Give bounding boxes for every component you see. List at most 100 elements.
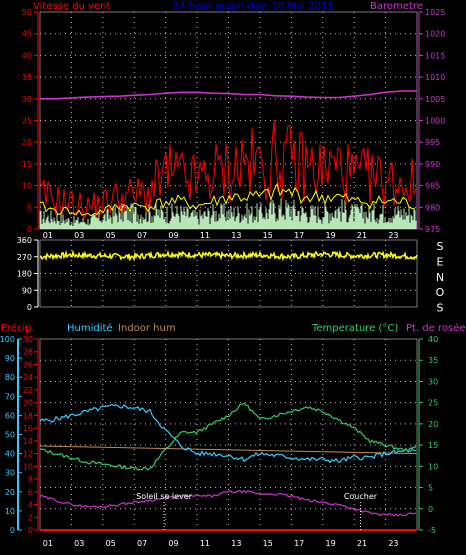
wind-tick-label: 20 <box>22 138 32 147</box>
x-tick-label: 13 <box>231 231 241 240</box>
humidity-series <box>39 403 417 464</box>
compass-label: O <box>436 286 445 299</box>
temperature-axis: -5 0 5 10 15 20 25 30 35 40 <box>418 335 438 535</box>
wind-tick-label: 50 <box>22 8 32 17</box>
wind-axis-title: Vitesse du vent <box>33 1 110 12</box>
precip-tick-label: 22 <box>23 386 33 395</box>
avg-wind-series <box>39 182 416 217</box>
wind-tick-label: 45 <box>22 30 32 39</box>
humidity-tick-label: 40 <box>5 450 15 459</box>
precip-axis-title: Précip. <box>1 322 35 334</box>
humidity-tick-label: 10 <box>5 507 15 516</box>
wind-tick-label: 5 <box>27 203 32 212</box>
annotation-label: Soleil se lever <box>136 492 193 501</box>
temperature-tick-label: 10 <box>428 462 438 471</box>
x-axis: 01 03 05 07 09 11 13 15 17 19 21 23 <box>43 231 399 240</box>
chart-title: 24 hour graph day: 10 Mai 2011 <box>173 1 334 12</box>
temperature-tick-label: 25 <box>428 399 438 408</box>
x-tick-label: 15 <box>263 231 273 240</box>
x-tick-label: 05 <box>106 231 116 240</box>
precip-tick-label: 4 <box>28 501 33 510</box>
humidity-tick-label: 100 <box>0 335 15 344</box>
wind-tick-label: 40 <box>22 51 32 60</box>
x-tick-label: 15 <box>263 539 273 548</box>
precip-tick-label: 14 <box>23 437 33 446</box>
humidity-tick-label: 20 <box>5 488 15 497</box>
barometer-tick-label: 1000 <box>425 117 445 126</box>
precip-tick-label: 16 <box>23 424 33 433</box>
temperature-tick-label: 30 <box>428 377 438 386</box>
humidity-tick-label: 80 <box>5 373 15 382</box>
compass-label: S <box>437 302 444 315</box>
humidity-tick-label: 90 <box>5 354 15 363</box>
temperature-tick-label: -5 <box>428 526 436 535</box>
precip-tick-label: 26 <box>23 360 33 369</box>
humidity-tick-label: 70 <box>5 392 15 401</box>
barometer-tick-label: 975 <box>425 225 440 234</box>
indoor-hum-legend: Indoor hum <box>118 323 176 334</box>
temperature-tick-label: 20 <box>428 420 438 429</box>
wind-tick-label: 15 <box>22 160 32 169</box>
wind-tick-label: 30 <box>22 95 32 104</box>
x-tick-label: 01 <box>43 231 53 240</box>
series-layer <box>39 402 418 531</box>
temperature-tick-label: 5 <box>428 484 433 493</box>
barometer-tick-label: 1005 <box>425 95 445 104</box>
barometer-axis: 975 980 985 990 995 1000 1005 1010 1015 1020 1025 <box>418 8 445 234</box>
x-tick-label: 19 <box>326 231 336 240</box>
humidity-tick-label: 60 <box>5 411 15 420</box>
direction-axis: 0 90 180 270 360 <box>17 236 39 312</box>
barometer-tick-label: 995 <box>425 138 440 147</box>
direction-tick-label: 0 <box>27 303 32 312</box>
precip-tick-label: 18 <box>23 411 33 420</box>
compass-label: N <box>436 271 444 284</box>
precip-tick-label: 2 <box>28 513 33 522</box>
x-tick-label: 05 <box>106 539 116 548</box>
temperature-tick-label: 0 <box>428 505 433 514</box>
barometer-tick-label: 1015 <box>425 51 445 60</box>
x-tick-label: 11 <box>200 539 210 548</box>
precip-tick-label: 8 <box>28 475 33 484</box>
precip-tick-label: 30 <box>23 335 33 344</box>
annotations: Soleil se lever Coucher <box>136 492 378 530</box>
compass-label: S <box>437 240 444 253</box>
precip-tick-label: 6 <box>28 488 33 497</box>
x-tick-label: 21 <box>357 231 367 240</box>
direction-tick-label: 360 <box>17 236 32 245</box>
precip-tick-label: 28 <box>23 348 33 357</box>
barometer-tick-label: 1010 <box>425 73 445 82</box>
barometer-tick-label: 985 <box>425 182 440 191</box>
precip-tick-label: 10 <box>23 462 33 471</box>
precip-tick-label: 20 <box>23 399 33 408</box>
barometer-tick-label: 1025 <box>425 8 445 17</box>
direction-tick-label: 90 <box>22 286 32 295</box>
humidity-tick-label: 50 <box>5 431 15 440</box>
x-axis: 01 03 05 07 09 11 13 15 17 19 21 23 <box>43 539 399 548</box>
x-tick-label: 01 <box>43 539 53 548</box>
direction-series <box>39 249 418 262</box>
x-tick-label: 23 <box>388 231 398 240</box>
x-tick-label: 03 <box>74 231 84 240</box>
x-tick-label: 19 <box>326 539 336 548</box>
humidity-tick-label: 30 <box>5 469 15 478</box>
wind-tick-label: 25 <box>22 117 32 126</box>
x-tick-label: 07 <box>137 231 147 240</box>
precip-tick-label: 24 <box>23 373 33 382</box>
indoor-hum-series <box>39 445 418 455</box>
precip-tick-label: 12 <box>23 450 33 459</box>
annotation-label: Coucher <box>344 492 378 501</box>
wind-tick-label: 10 <box>22 182 32 191</box>
x-tick-label: 03 <box>74 539 84 548</box>
precip-tick-label: 0 <box>28 526 33 535</box>
dewpoint-legend: Pt. de rosée <box>406 322 466 334</box>
temperature-tick-label: 35 <box>428 356 438 365</box>
grid <box>40 240 417 307</box>
dewpoint-series <box>39 489 417 517</box>
gust-series <box>39 120 417 221</box>
temperature-tick-label: 40 <box>428 335 438 344</box>
barometer-tick-label: 1020 <box>425 30 445 39</box>
x-tick-label: 17 <box>294 539 304 548</box>
